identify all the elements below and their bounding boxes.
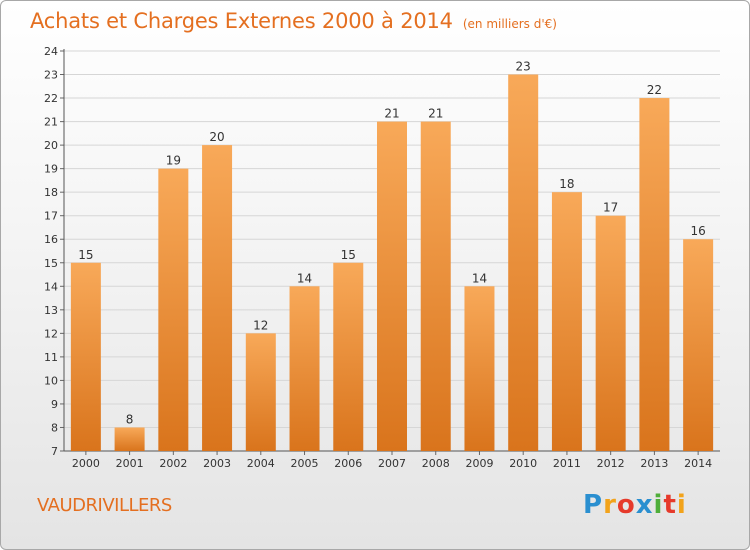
y-tick-label: 18	[44, 186, 58, 199]
x-tick-label: 2000	[72, 457, 100, 470]
logo-letter: i	[676, 490, 687, 520]
logo-letter: o	[616, 490, 636, 520]
y-tick-label: 12	[44, 327, 58, 340]
bar-value-label: 17	[603, 201, 618, 215]
y-tick-label: 22	[44, 92, 58, 105]
y-tick-label: 14	[44, 280, 58, 293]
y-tick-label: 11	[44, 351, 58, 364]
logo-letter: r	[603, 490, 617, 520]
bar	[289, 286, 320, 451]
x-tick-label: 2011	[553, 457, 581, 470]
chart-title: Achats et Charges Externes 2000 à 2014 (e…	[30, 9, 557, 33]
y-tick-label: 7	[51, 445, 58, 458]
y-tick-labels: 7 8 9 10 11 12 13 14 15 16 17 18 19 20 21 22 23 24	[44, 45, 58, 458]
x-tick-label: 2012	[597, 457, 625, 470]
y-tick-label: 23	[44, 69, 58, 82]
bar	[377, 121, 407, 452]
bars	[70, 74, 714, 452]
bar-value-label: 16	[690, 224, 705, 238]
x-tick-label: 2009	[465, 457, 493, 470]
y-tick-label: 8	[51, 421, 58, 434]
bar-value-label: 15	[341, 248, 356, 262]
y-tick-label: 17	[44, 210, 58, 223]
x-tick-label: 2003	[203, 457, 231, 470]
x-tick-label: 2008	[422, 457, 450, 470]
bar-value-label: 21	[384, 107, 399, 121]
y-tick-label: 19	[44, 163, 58, 176]
logo-letter: x	[635, 490, 654, 520]
bar-value-label: 23	[516, 60, 531, 74]
bar	[683, 239, 714, 451]
bar	[245, 333, 276, 451]
logo-letter: t	[663, 490, 677, 520]
bar	[551, 192, 582, 452]
bar	[639, 98, 670, 451]
bar-value-label: 12	[253, 318, 268, 332]
bar	[158, 168, 189, 451]
x-tick-labels: 2000 2001 2002 2003 2004 2005 2006 2007 2008 2009…	[72, 451, 712, 470]
x-tick-label: 2002	[159, 457, 187, 470]
bar	[333, 262, 364, 451]
bar	[464, 286, 495, 451]
x-tick-label: 2013	[640, 457, 668, 470]
x-tick-label: 2006	[334, 457, 362, 470]
chart-subtitle: (en milliers d'€)	[462, 17, 557, 31]
logo-letter: i	[653, 490, 664, 520]
bar-value-label: 8	[126, 412, 134, 426]
y-tick-label: 16	[44, 233, 58, 246]
bar	[508, 74, 539, 451]
bar	[420, 121, 451, 452]
bar	[70, 262, 101, 451]
bar-value-label: 22	[647, 83, 662, 97]
town-name: VAUDRIVILLERS	[37, 495, 172, 516]
bar-value-label: 14	[297, 271, 312, 285]
proxiti-logo[interactable]: Proxiti	[583, 490, 687, 520]
bar-value-label: 19	[166, 154, 181, 168]
x-tick-label: 2001	[116, 457, 144, 470]
x-tick-label: 2004	[247, 457, 275, 470]
bar-value-label: 21	[428, 107, 443, 121]
x-tick-label: 2005	[291, 457, 319, 470]
y-tick-label: 20	[44, 139, 58, 152]
bar	[595, 215, 626, 451]
bar-value-label: 14	[472, 271, 487, 285]
y-tick-label: 24	[44, 45, 58, 58]
bar-value-labels: 15 8 19 20 12 14 15 21 21 14 23 18 17 22 16	[78, 60, 706, 427]
bar-value-label: 20	[209, 130, 224, 144]
logo-letter: P	[583, 490, 604, 520]
y-tick-label: 15	[44, 257, 58, 270]
x-tick-label: 2010	[509, 457, 537, 470]
bar-value-label: 18	[559, 177, 574, 191]
x-tick-label: 2007	[378, 457, 406, 470]
bar-value-label: 15	[78, 248, 93, 262]
y-tick-label: 13	[44, 304, 58, 317]
y-tick-label: 10	[44, 374, 58, 387]
y-tick-label: 9	[51, 398, 58, 411]
y-tick-label: 21	[44, 116, 58, 129]
bar	[114, 427, 145, 451]
chart-title-text: Achats et Charges Externes 2000 à 2014	[30, 9, 453, 33]
bar	[202, 145, 233, 451]
x-tick-label: 2014	[684, 457, 712, 470]
